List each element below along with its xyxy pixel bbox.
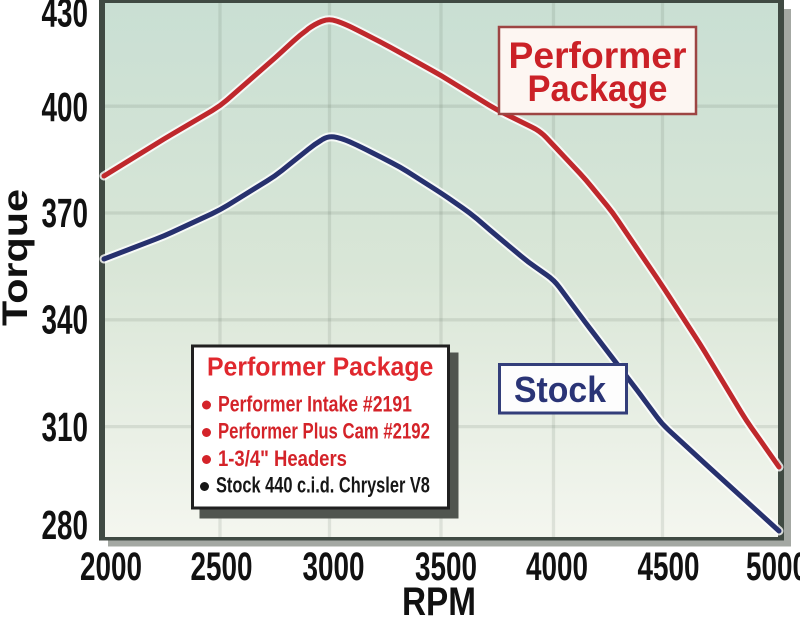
svg-text:430: 430 — [42, 0, 88, 36]
svg-text:2000: 2000 — [80, 545, 142, 589]
svg-text:Stock 440 c.i.d. Chrysler V8: Stock 440 c.i.d. Chrysler V8 — [216, 473, 430, 498]
svg-text:1-3/4" Headers: 1-3/4" Headers — [218, 446, 347, 471]
svg-text:310: 310 — [42, 405, 88, 451]
svg-text:5000: 5000 — [746, 545, 800, 589]
svg-text:RPM: RPM — [402, 579, 476, 617]
svg-text:4500: 4500 — [638, 545, 700, 589]
svg-text:Package: Package — [528, 68, 668, 109]
svg-text:Performer Package: Performer Package — [207, 353, 433, 381]
svg-text:3000: 3000 — [303, 545, 365, 589]
svg-text:Performer Plus Cam #2192: Performer Plus Cam #2192 — [218, 419, 430, 444]
svg-text:2500: 2500 — [191, 545, 253, 589]
svg-text:Performer: Performer — [509, 34, 687, 76]
svg-text:280: 280 — [42, 503, 88, 549]
svg-text:3500: 3500 — [415, 545, 477, 589]
svg-text:340: 340 — [42, 297, 88, 343]
svg-text:370: 370 — [42, 191, 88, 237]
svg-text:Torque: Torque — [0, 189, 35, 326]
svg-text:400: 400 — [42, 85, 88, 131]
svg-text:Stock: Stock — [514, 370, 606, 410]
svg-text:4000: 4000 — [526, 545, 588, 589]
svg-text:Performer Intake #2191: Performer Intake #2191 — [218, 393, 412, 417]
